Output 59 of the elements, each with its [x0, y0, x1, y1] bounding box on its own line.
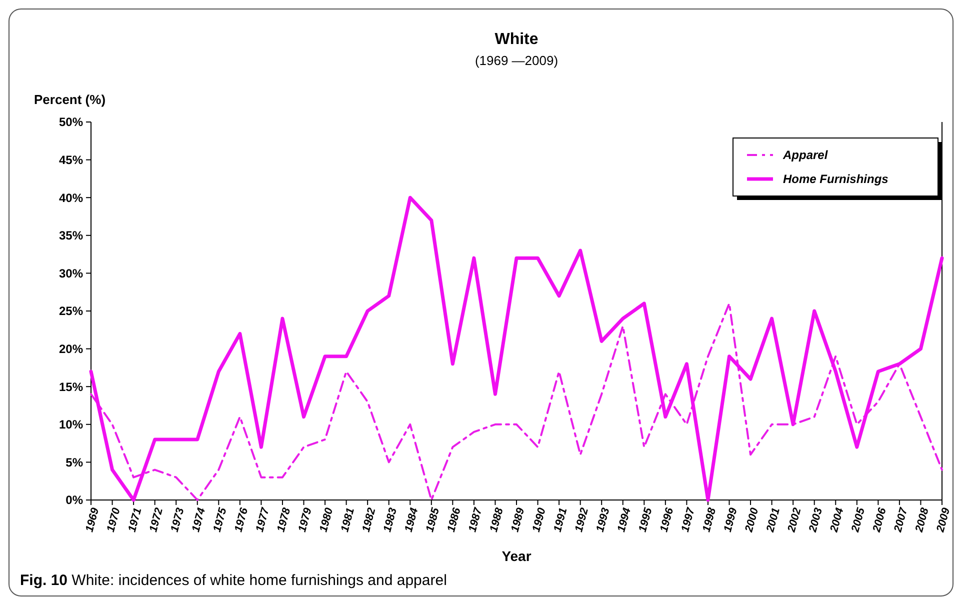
x-tick-label: 1988	[488, 506, 506, 534]
chart-title: White	[494, 31, 538, 48]
x-tick-label: 2009	[934, 506, 953, 534]
x-tick-label: 1994	[616, 506, 634, 534]
y-tick-label: 50%	[58, 115, 84, 130]
x-tick-label: 1979	[296, 506, 315, 534]
legend-label: Apparel	[782, 148, 828, 162]
x-tick-label: 2005	[849, 506, 868, 534]
x-tick-label: 1974	[190, 506, 208, 534]
x-tick-label: 1992	[573, 506, 591, 534]
x-tick-label: 1978	[275, 506, 294, 534]
y-tick-label: 10%	[58, 418, 84, 432]
x-tick-label: 2000	[742, 506, 762, 534]
x-tick-label: 1969	[84, 506, 102, 534]
x-tick-label: 1987	[466, 506, 485, 534]
caption: Fig. 10 White: incidences of white home furnishings and apparel	[20, 572, 447, 589]
x-tick-label: 2006	[870, 506, 890, 534]
y-tick-label: 20%	[58, 342, 84, 356]
x-tick-label: 1998	[700, 506, 719, 534]
x-tick-label: 1977	[254, 506, 272, 534]
y-axis-title: Percent (%)	[34, 92, 106, 107]
x-tick-label: 1980	[318, 506, 336, 534]
x-tick-label: 1995	[636, 506, 655, 534]
x-tick-label: 2007	[892, 506, 910, 534]
legend-label: Home Furnishings	[783, 172, 889, 186]
y-tick-label: 0%	[66, 493, 84, 508]
y-tick-label: 35%	[58, 228, 84, 243]
x-tick-label: 1991	[552, 506, 570, 534]
y-tick-label: 40%	[58, 190, 84, 205]
x-tick-label: 2008	[913, 506, 932, 534]
x-tick-label: 1999	[722, 506, 740, 534]
x-tick-label: 1986	[445, 506, 464, 534]
x-tick-label: 1973	[168, 506, 187, 534]
x-tick-label: 1989	[509, 506, 528, 534]
x-axis-title: Year	[502, 548, 532, 564]
x-tick-label: 1971	[126, 506, 144, 534]
y-tick-label: 15%	[58, 380, 84, 394]
x-tick-label: 1990	[530, 506, 549, 534]
x-tick-label: 1982	[360, 506, 378, 534]
y-tick-label: 30%	[58, 266, 84, 280]
x-tick-label: 1983	[382, 506, 400, 534]
x-tick-label: 2001	[764, 506, 782, 534]
y-tick-label: 5%	[66, 455, 84, 470]
x-tick-label: 2004	[828, 506, 846, 534]
x-tick-label: 1975	[211, 506, 230, 534]
x-tick-label: 1993	[594, 506, 612, 534]
x-tick-label: 2003	[806, 506, 825, 534]
x-tick-label: 1970	[104, 506, 124, 534]
x-tick-label: 1985	[424, 506, 442, 534]
x-tick-label: 1997	[679, 506, 698, 534]
x-tick-label: 1972	[148, 506, 166, 534]
x-tick-label: 1996	[658, 506, 676, 534]
y-tick-label: 45%	[58, 153, 84, 167]
x-tick-label: 2002	[786, 506, 804, 534]
chart-subtitle: (1969 —2009)	[474, 53, 558, 68]
x-tick-label: 1981	[338, 506, 357, 534]
y-tick-label: 25%	[58, 304, 84, 318]
x-tick-label: 1984	[402, 506, 421, 534]
x-tick-label: 1976	[232, 506, 251, 534]
